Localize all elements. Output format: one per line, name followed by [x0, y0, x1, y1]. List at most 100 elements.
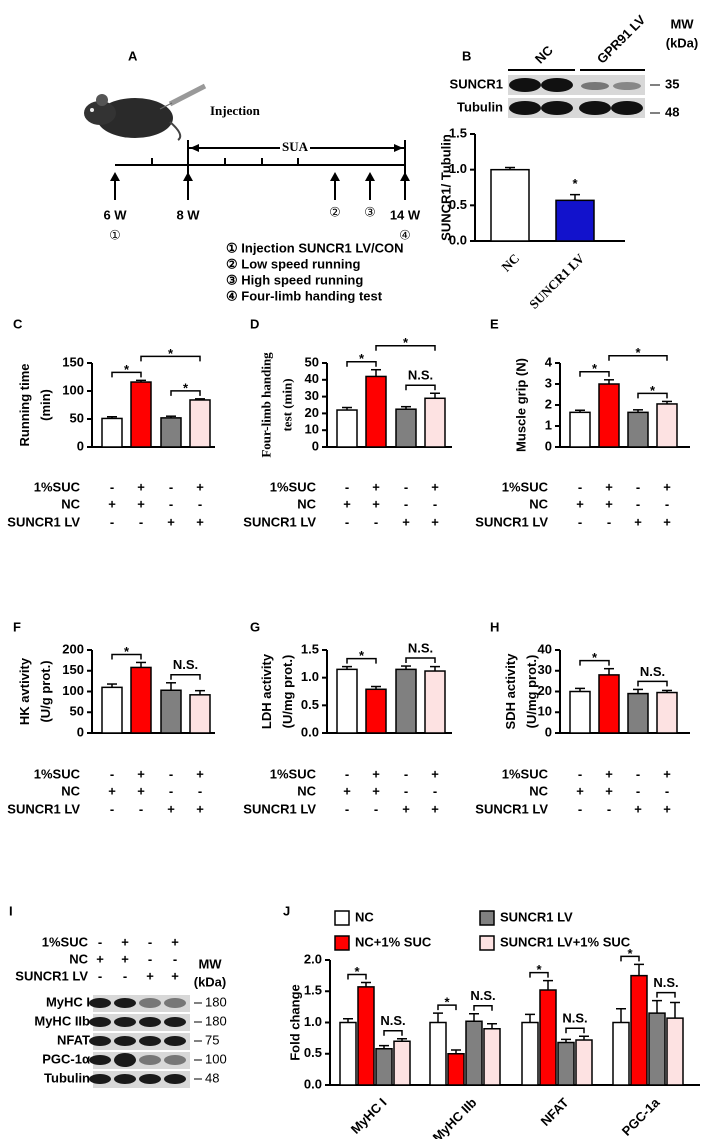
- mw-value: 35: [665, 76, 679, 91]
- treatment-sign: +: [171, 934, 179, 949]
- treatment-sign: -: [636, 766, 640, 781]
- x-tick-label: SUNCR1 LV: [526, 250, 588, 312]
- y-tick-label: 40: [305, 371, 319, 386]
- legend-label: NC+1% SUC: [355, 934, 432, 949]
- y-axis-label: SDH activity: [503, 653, 518, 730]
- band: [139, 1017, 161, 1027]
- bracket: [637, 680, 668, 687]
- mw-value: 100: [205, 1051, 227, 1066]
- band: [89, 1055, 111, 1065]
- treatment-sign: -: [578, 514, 582, 529]
- treatment-sign: -: [110, 801, 114, 816]
- bracket: [637, 392, 668, 399]
- treatment-sign: +: [663, 801, 671, 816]
- y-tick-label: 30: [305, 388, 319, 403]
- treatment-sign: +: [576, 496, 584, 511]
- treatment-sign: +: [431, 801, 439, 816]
- sua-bg: [280, 140, 310, 154]
- treatment-sign: +: [137, 479, 145, 494]
- treatment-sign: -: [404, 479, 408, 494]
- y-tick-label: 150: [62, 662, 84, 677]
- legend-label: SUNCR1 LV+1% SUC: [500, 934, 631, 949]
- annotation: N.S.: [380, 1013, 405, 1028]
- bar: [483, 1028, 501, 1086]
- treatment-label: SUNCR1 LV: [475, 514, 548, 529]
- step-text: ① Injection SUNCR1 LV/CON: [226, 240, 404, 255]
- treatment-label: SUNCR1 LV: [243, 514, 316, 529]
- y-tick-label: 0: [545, 724, 552, 739]
- bracket: [347, 973, 367, 980]
- y-tick-label: 2.0: [304, 951, 322, 966]
- annotation: N.S.: [408, 640, 433, 655]
- legend-label: NC: [355, 909, 374, 924]
- mw-value: 75: [205, 1032, 219, 1047]
- y-tick-label: 0: [77, 724, 84, 739]
- bar: [598, 383, 620, 448]
- timeline: [114, 140, 406, 200]
- annotation: *: [650, 383, 656, 398]
- y-tick-label: 0.5: [449, 197, 467, 212]
- bracket: [375, 344, 436, 351]
- band: [114, 1036, 136, 1046]
- treatment-sign: +: [663, 479, 671, 494]
- treatment-sign: +: [402, 801, 410, 816]
- annotation: N.S.: [408, 368, 433, 383]
- treatment-sign: -: [433, 496, 437, 511]
- treatment-sign: +: [137, 766, 145, 781]
- bracket: [170, 390, 201, 396]
- treatment-sign: -: [636, 479, 640, 494]
- band: [164, 1036, 186, 1046]
- band: [139, 1055, 161, 1065]
- y-tick-label: 0.0: [449, 232, 467, 247]
- annotation: *: [124, 362, 130, 377]
- treatment-sign: -: [404, 783, 408, 798]
- treatment-sign: -: [169, 766, 173, 781]
- y-tick-label: 1.5: [301, 641, 319, 656]
- treatment-label: 1%SUC: [270, 479, 317, 494]
- sua-label: SUA: [282, 139, 309, 154]
- y-axis-label: Fold change: [287, 984, 302, 1061]
- bracket: [473, 1005, 493, 1011]
- week-label: 6 W: [103, 207, 127, 222]
- bar: [627, 692, 649, 734]
- annotation: *: [359, 351, 365, 366]
- y-axis-label: (U/mg prot.): [524, 655, 539, 729]
- bracket: [656, 991, 676, 998]
- step-mark: ③: [364, 206, 376, 221]
- panel-label: H: [490, 619, 499, 634]
- y-axis-label: (min): [38, 389, 53, 421]
- y-tick-label: 20: [538, 683, 552, 698]
- y-tick-label: 1.0: [301, 669, 319, 684]
- y-axis-label: HK avtivity: [17, 657, 32, 725]
- bracket: [111, 371, 142, 378]
- panel-label: E: [490, 316, 499, 331]
- annotation: *: [403, 335, 409, 350]
- y-axis-label: Running time: [17, 363, 32, 446]
- y-axis-label: (U/mg prot.): [280, 655, 295, 729]
- treatment-sign: -: [665, 783, 669, 798]
- treatment-label: NC: [297, 496, 316, 511]
- legend-swatch: [334, 910, 350, 926]
- blot-row: NFAT: [57, 1032, 90, 1047]
- band: [164, 1017, 186, 1027]
- y-tick-label: 100: [62, 683, 84, 698]
- bar: [521, 1021, 539, 1086]
- y-tick-label: 1.5: [304, 983, 322, 998]
- bar: [336, 668, 358, 734]
- treatment-sign: -: [139, 514, 143, 529]
- treatment-sign: +: [137, 496, 145, 511]
- treatment-sign: -: [578, 479, 582, 494]
- step-mark: ①: [109, 229, 121, 244]
- mw-title: MW: [198, 956, 222, 971]
- y-tick-label: 0: [77, 438, 84, 453]
- treatment-sign: -: [374, 514, 378, 529]
- treatment-sign: -: [607, 801, 611, 816]
- treatment-label: NC: [529, 783, 548, 798]
- blot-column: NC: [532, 42, 556, 66]
- bracket: [111, 653, 142, 660]
- band: [114, 1017, 136, 1027]
- treatment-sign: +: [343, 496, 351, 511]
- legend-label: SUNCR1 LV: [500, 909, 573, 924]
- annotation: *: [592, 361, 598, 376]
- treatment-sign: +: [343, 783, 351, 798]
